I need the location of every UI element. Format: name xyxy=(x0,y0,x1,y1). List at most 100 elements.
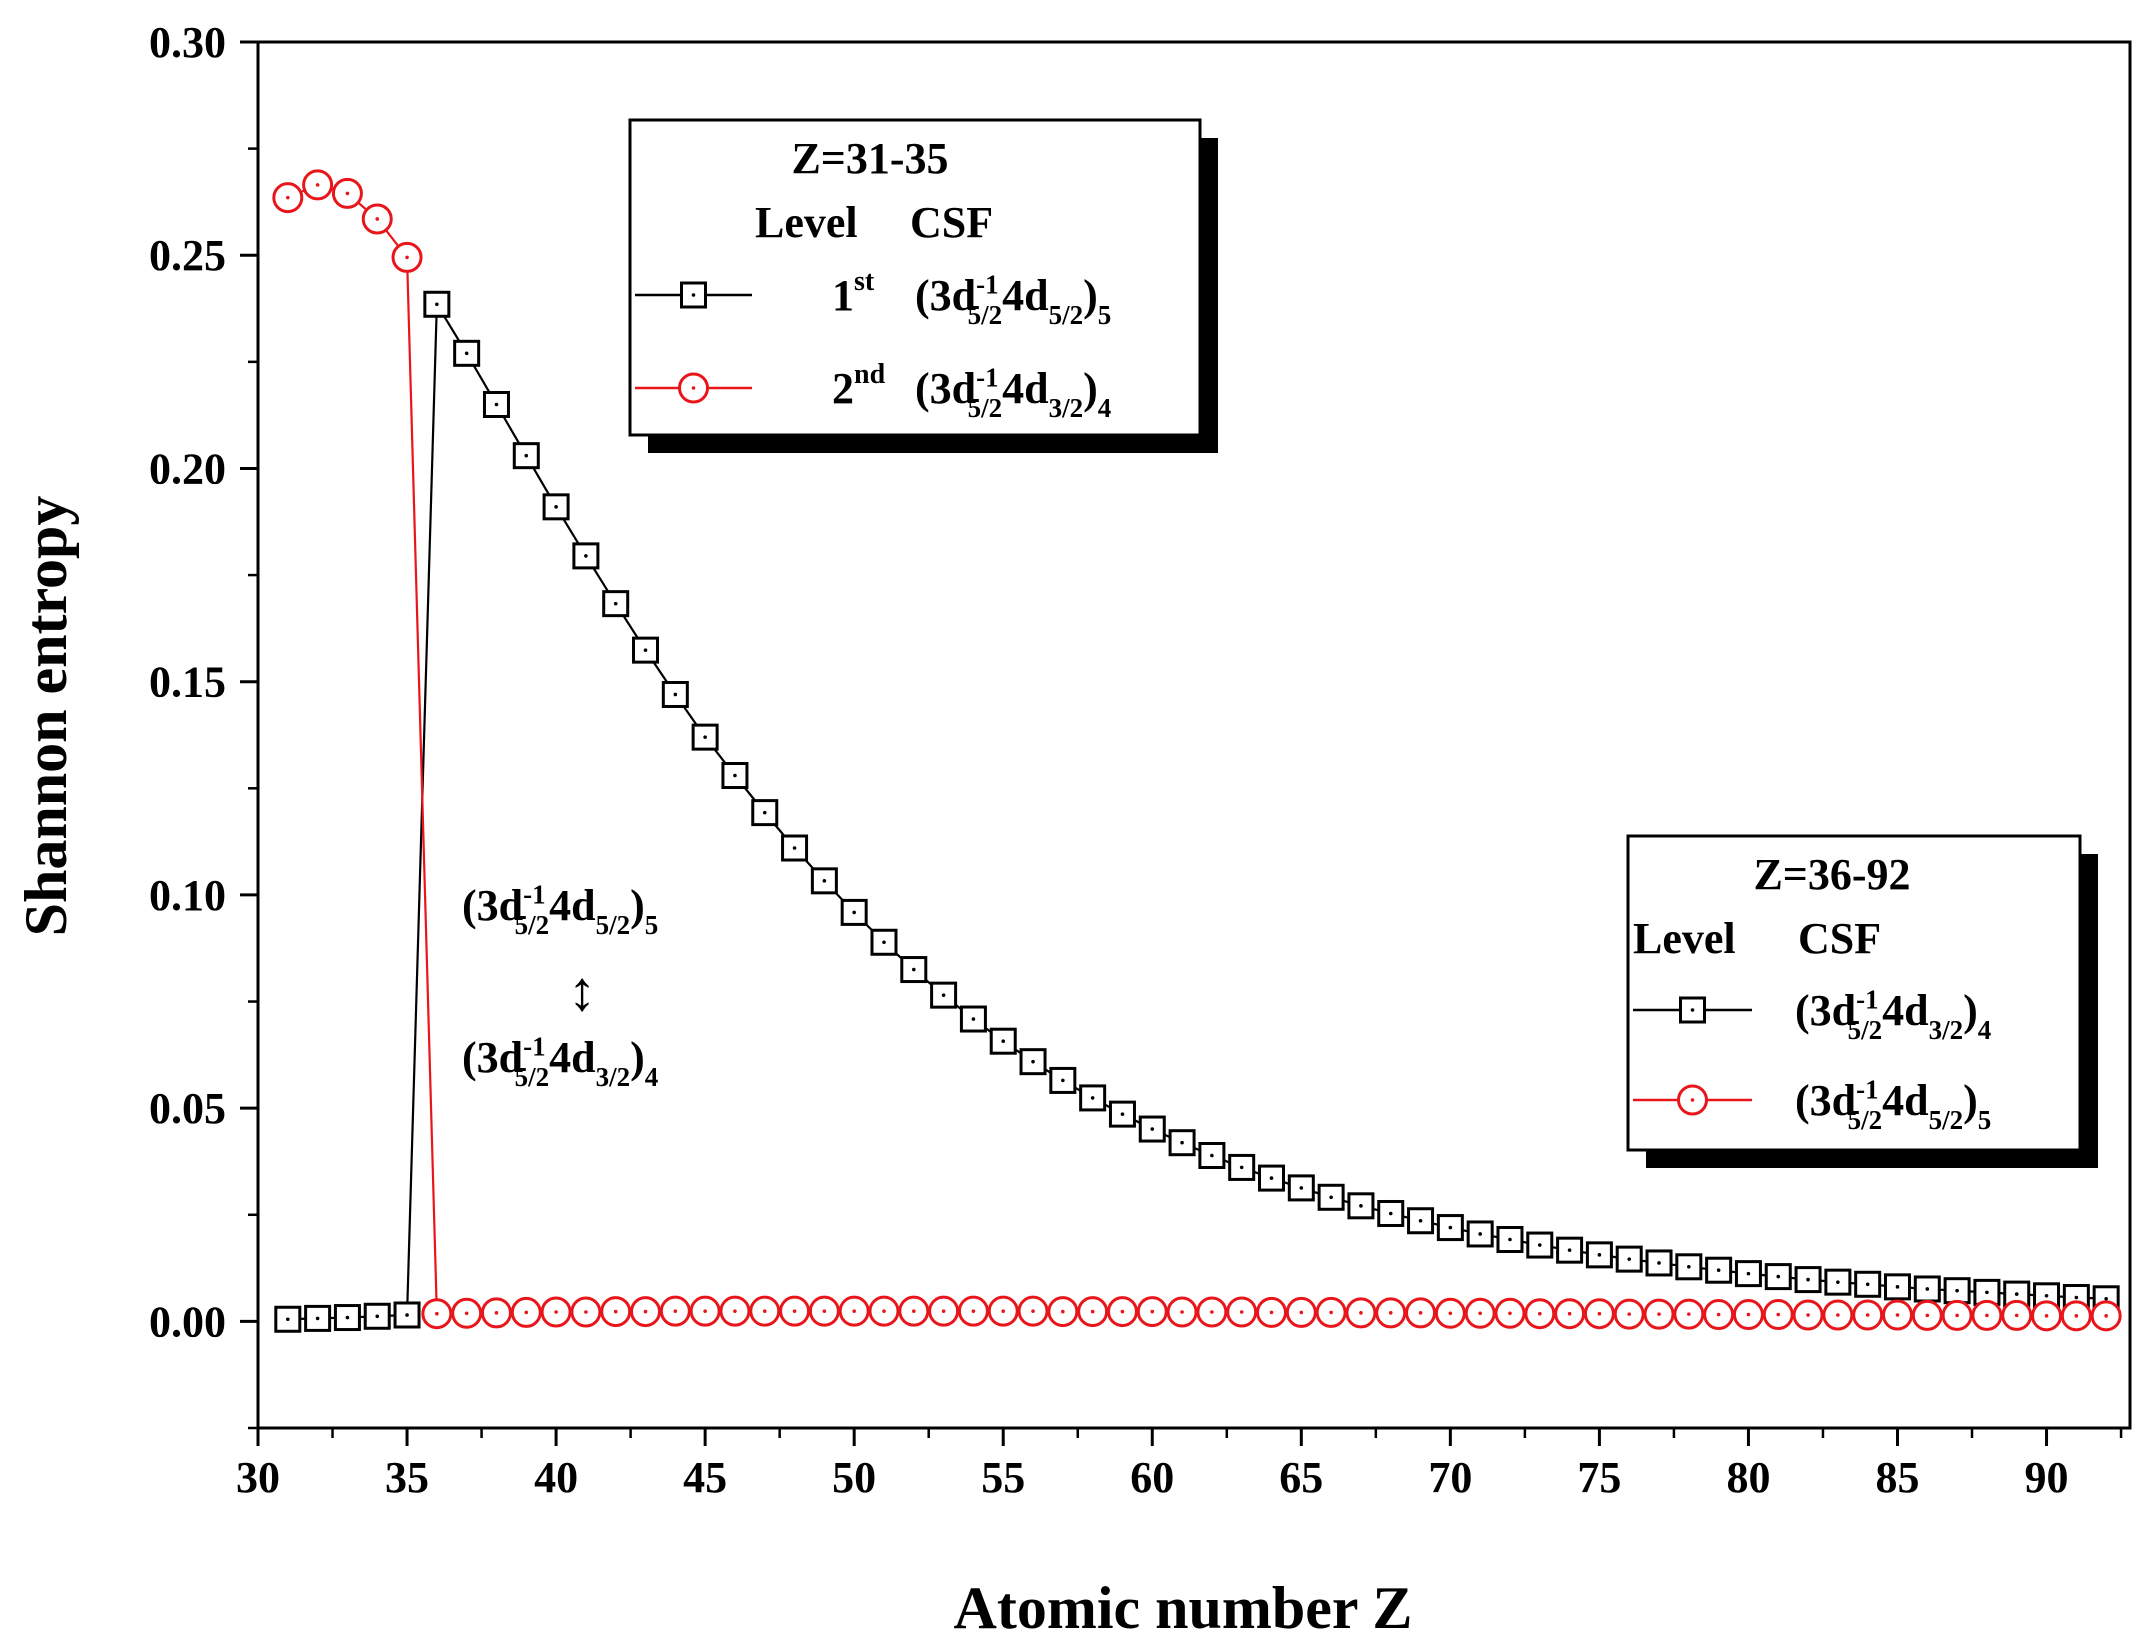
data-point-red-circle xyxy=(480,1297,512,1329)
data-point-black-square xyxy=(959,1005,987,1033)
data-point-red-circle-dot xyxy=(792,1309,797,1313)
data-point-red-circle-dot xyxy=(1657,1312,1661,1316)
data-point-red-circle-dot xyxy=(554,1310,558,1314)
data-point-black-square xyxy=(304,1304,332,1332)
data-point-black-square-dot xyxy=(852,910,856,915)
data-point-red-circle-dot xyxy=(2074,1314,2079,1318)
legend-level-number: 1 xyxy=(832,271,854,320)
data-point-black-square-box xyxy=(1883,1273,1911,1301)
data-point-black-square-dot xyxy=(1269,1176,1274,1180)
data-point-red-circle xyxy=(361,203,393,235)
data-point-black-square-dot xyxy=(1627,1257,1632,1261)
data-point-red-circle xyxy=(1971,1299,2003,1331)
data-point-red-circle-dot xyxy=(911,1309,916,1313)
x-tick-label: 80 xyxy=(1726,1453,1770,1502)
data-point-black-square-dot xyxy=(1299,1186,1304,1190)
data-point-red-circle xyxy=(540,1296,572,1328)
annotation-csf-bottom-j: 4 xyxy=(645,1062,659,1092)
data-point-red-circle xyxy=(1643,1298,1675,1330)
data-point-red-circle-dot xyxy=(405,255,409,260)
data-point-red-circle xyxy=(1613,1298,1645,1330)
data-point-red-circle-dot xyxy=(286,195,290,200)
data-point-black-square xyxy=(274,1305,302,1333)
data-point-black-square xyxy=(1794,1266,1822,1294)
legend-box xyxy=(628,118,1202,437)
data-point-red-circle xyxy=(1405,1297,1437,1329)
legend-csf-close: ) xyxy=(1963,986,1978,1035)
legend-sample-marker-dot xyxy=(1690,1008,1695,1012)
data-point-black-square-dot xyxy=(941,993,946,997)
data-point-red-circle xyxy=(1852,1299,1884,1331)
data-point-red-circle-dot xyxy=(1478,1311,1482,1316)
data-point-black-square xyxy=(870,928,898,956)
data-point-black-square-dot xyxy=(911,967,916,972)
data-point-red-circle xyxy=(1077,1296,1109,1328)
data-point-red-circle-dot xyxy=(1090,1309,1095,1314)
data-point-red-circle xyxy=(1524,1298,1556,1330)
legend-header-level: Level xyxy=(1633,914,1736,963)
data-point-black-square xyxy=(1198,1141,1226,1169)
data-point-black-square xyxy=(1436,1214,1464,1242)
annotation-csf-top-sub2: 5/2 xyxy=(596,910,631,940)
legend-title: Z=36-92 xyxy=(1753,850,1910,899)
legend-csf-sup: -1 xyxy=(1856,984,1879,1014)
data-point-black-square xyxy=(363,1302,391,1330)
data-point-black-square-dot xyxy=(643,648,648,652)
data-point-red-circle xyxy=(749,1295,781,1327)
data-point-red-circle xyxy=(898,1295,930,1327)
y-tick-label: 0.00 xyxy=(149,1297,226,1346)
data-point-red-circle-dot xyxy=(703,1309,707,1313)
data-point-red-circle-dot xyxy=(1061,1309,1065,1314)
legend-csf-j: 5 xyxy=(1978,1105,1992,1135)
data-point-red-circle-dot xyxy=(2014,1313,2019,1318)
data-point-red-circle-dot xyxy=(464,1311,469,1316)
x-tick-label: 85 xyxy=(1875,1453,1919,1502)
data-point-black-square-dot xyxy=(1448,1225,1453,1230)
data-point-red-circle xyxy=(1911,1299,1943,1331)
data-point-red-circle xyxy=(1762,1299,1794,1331)
data-point-red-circle xyxy=(719,1295,751,1327)
data-point-red-circle-dot xyxy=(1269,1310,1274,1315)
data-point-black-square xyxy=(1317,1183,1345,1211)
data-point-black-square-dot xyxy=(1090,1096,1095,1100)
data-point-red-circle-dot xyxy=(1508,1311,1512,1316)
data-point-red-circle xyxy=(1315,1296,1347,1328)
data-point-red-circle-dot xyxy=(822,1309,827,1313)
data-point-black-square xyxy=(632,636,660,664)
data-point-red-circle-dot xyxy=(375,217,380,221)
data-point-black-square-dot xyxy=(1210,1153,1214,1158)
x-tick-label: 70 xyxy=(1428,1453,1472,1502)
data-point-red-circle xyxy=(868,1295,900,1327)
annotation-csf-top-sup: -1 xyxy=(523,879,546,909)
data-point-black-square-dot xyxy=(286,1317,290,1322)
legend-csf-sub2: 3/2 xyxy=(1049,393,1084,423)
data-point-red-circle-dot xyxy=(435,1311,439,1316)
data-point-black-square-dot xyxy=(1478,1232,1482,1236)
plot-frame xyxy=(256,40,2132,1430)
data-point-black-square xyxy=(1228,1153,1256,1181)
annotation-csf-top-mid: 4d xyxy=(549,881,595,930)
data-point-red-circle xyxy=(600,1296,632,1328)
legend-level-suffix: nd xyxy=(854,359,886,390)
legend-sample-marker xyxy=(678,372,709,404)
annotation-csf-top-sub1: 5/2 xyxy=(515,910,550,940)
data-point-black-square xyxy=(572,542,600,570)
data-point-black-square-dot xyxy=(1359,1204,1363,1208)
data-point-red-circle-dot xyxy=(1746,1312,1751,1317)
data-point-red-circle-dot xyxy=(1567,1311,1572,1316)
data-point-red-circle-dot xyxy=(1597,1311,1602,1316)
data-point-black-square-dot xyxy=(1537,1243,1542,1247)
data-point-red-circle xyxy=(1375,1297,1407,1329)
data-point-black-square xyxy=(1079,1084,1107,1112)
data-point-red-circle xyxy=(1494,1297,1526,1329)
data-point-red-circle-dot xyxy=(2044,1314,2049,1318)
data-point-black-square xyxy=(840,898,868,926)
legend-csf-sub2: 5/2 xyxy=(1049,300,1084,330)
data-point-black-square-dot xyxy=(1001,1039,1006,1043)
data-point-black-square-box xyxy=(721,762,749,790)
legend-csf: (3d-1 5/24d5/2)5 xyxy=(915,269,1111,330)
data-point-black-square-box xyxy=(1734,1260,1762,1288)
legend-sample-marker-box xyxy=(1679,996,1706,1024)
data-point-black-square-box xyxy=(482,390,510,418)
